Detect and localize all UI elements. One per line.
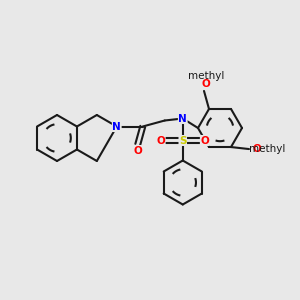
Text: O: O: [253, 144, 261, 154]
Text: N: N: [112, 122, 121, 131]
Text: N: N: [178, 113, 187, 124]
Text: O: O: [134, 146, 142, 155]
Text: O: O: [156, 136, 165, 146]
Text: methyl: methyl: [249, 144, 285, 154]
Text: O: O: [200, 136, 209, 146]
Text: S: S: [179, 136, 187, 146]
Text: O: O: [202, 79, 210, 89]
Text: methyl: methyl: [188, 71, 224, 81]
